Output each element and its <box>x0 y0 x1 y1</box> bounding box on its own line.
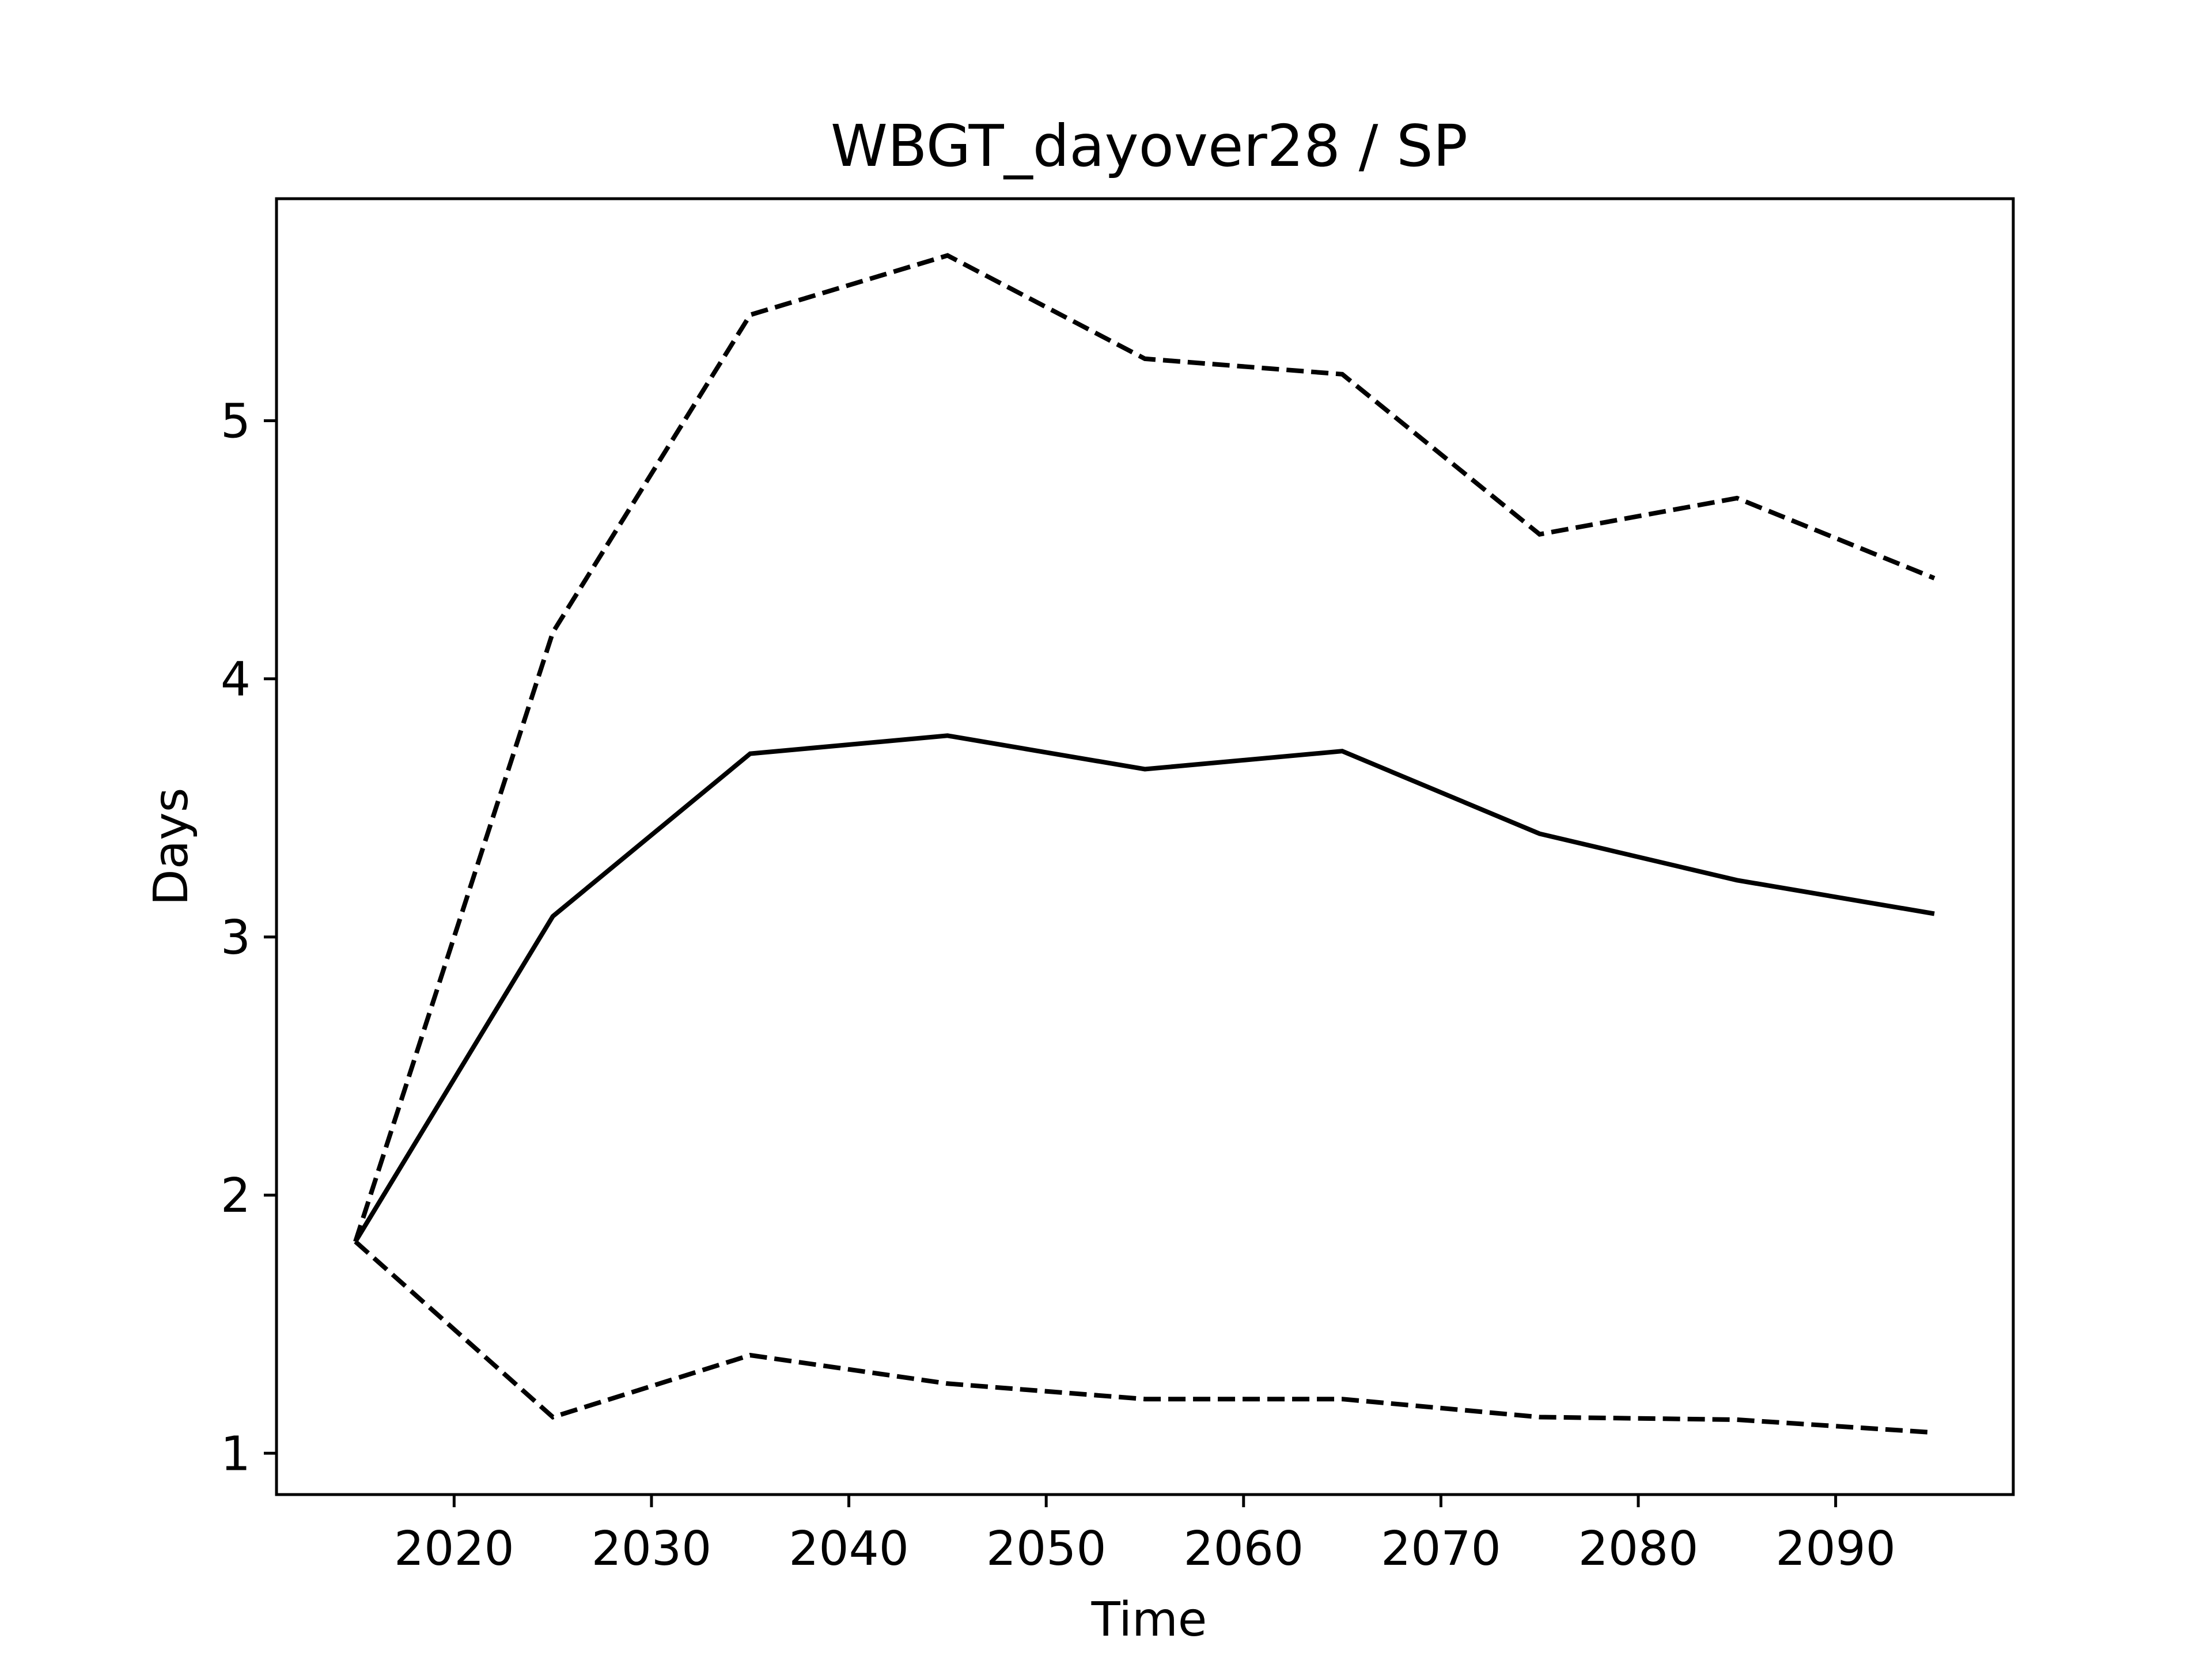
series-line-2-dashed <box>353 253 1936 1243</box>
x-tick-label: 2090 <box>1775 1522 1896 1576</box>
x-axis-label: Time <box>1091 1592 1207 1647</box>
y-tick-label: 1 <box>221 1427 251 1481</box>
x-tick-label: 2020 <box>394 1522 514 1576</box>
series-line-3-dashed <box>354 1239 1935 1435</box>
series-layer <box>353 253 1936 1435</box>
chart-title: WBGT_dayover28 / SP <box>831 112 1468 180</box>
x-tick-label: 2060 <box>1183 1522 1304 1576</box>
x-tick-label: 2080 <box>1578 1522 1699 1576</box>
y-axis-label: Days <box>144 788 199 906</box>
plot-area-frame <box>275 197 2015 1496</box>
series-line-1-solid <box>353 733 1935 1243</box>
x-tick-label: 2040 <box>789 1522 909 1576</box>
y-tick-label: 3 <box>221 911 251 965</box>
y-axis-ticks: 1 2 3 4 5 <box>221 394 276 1481</box>
x-axis-ticks: 2020 2030 2040 2050 2060 2070 2080 2090 <box>394 1495 1896 1576</box>
x-tick-label: 2050 <box>986 1522 1107 1576</box>
y-tick-label: 5 <box>221 394 251 449</box>
y-tick-label: 4 <box>221 653 251 707</box>
x-tick-label: 2070 <box>1381 1522 1501 1576</box>
y-tick-label: 2 <box>221 1169 251 1223</box>
x-tick-label: 2030 <box>592 1522 712 1576</box>
